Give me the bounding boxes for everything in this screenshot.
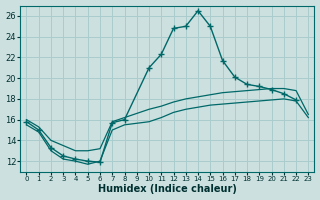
- X-axis label: Humidex (Indice chaleur): Humidex (Indice chaleur): [98, 184, 237, 194]
